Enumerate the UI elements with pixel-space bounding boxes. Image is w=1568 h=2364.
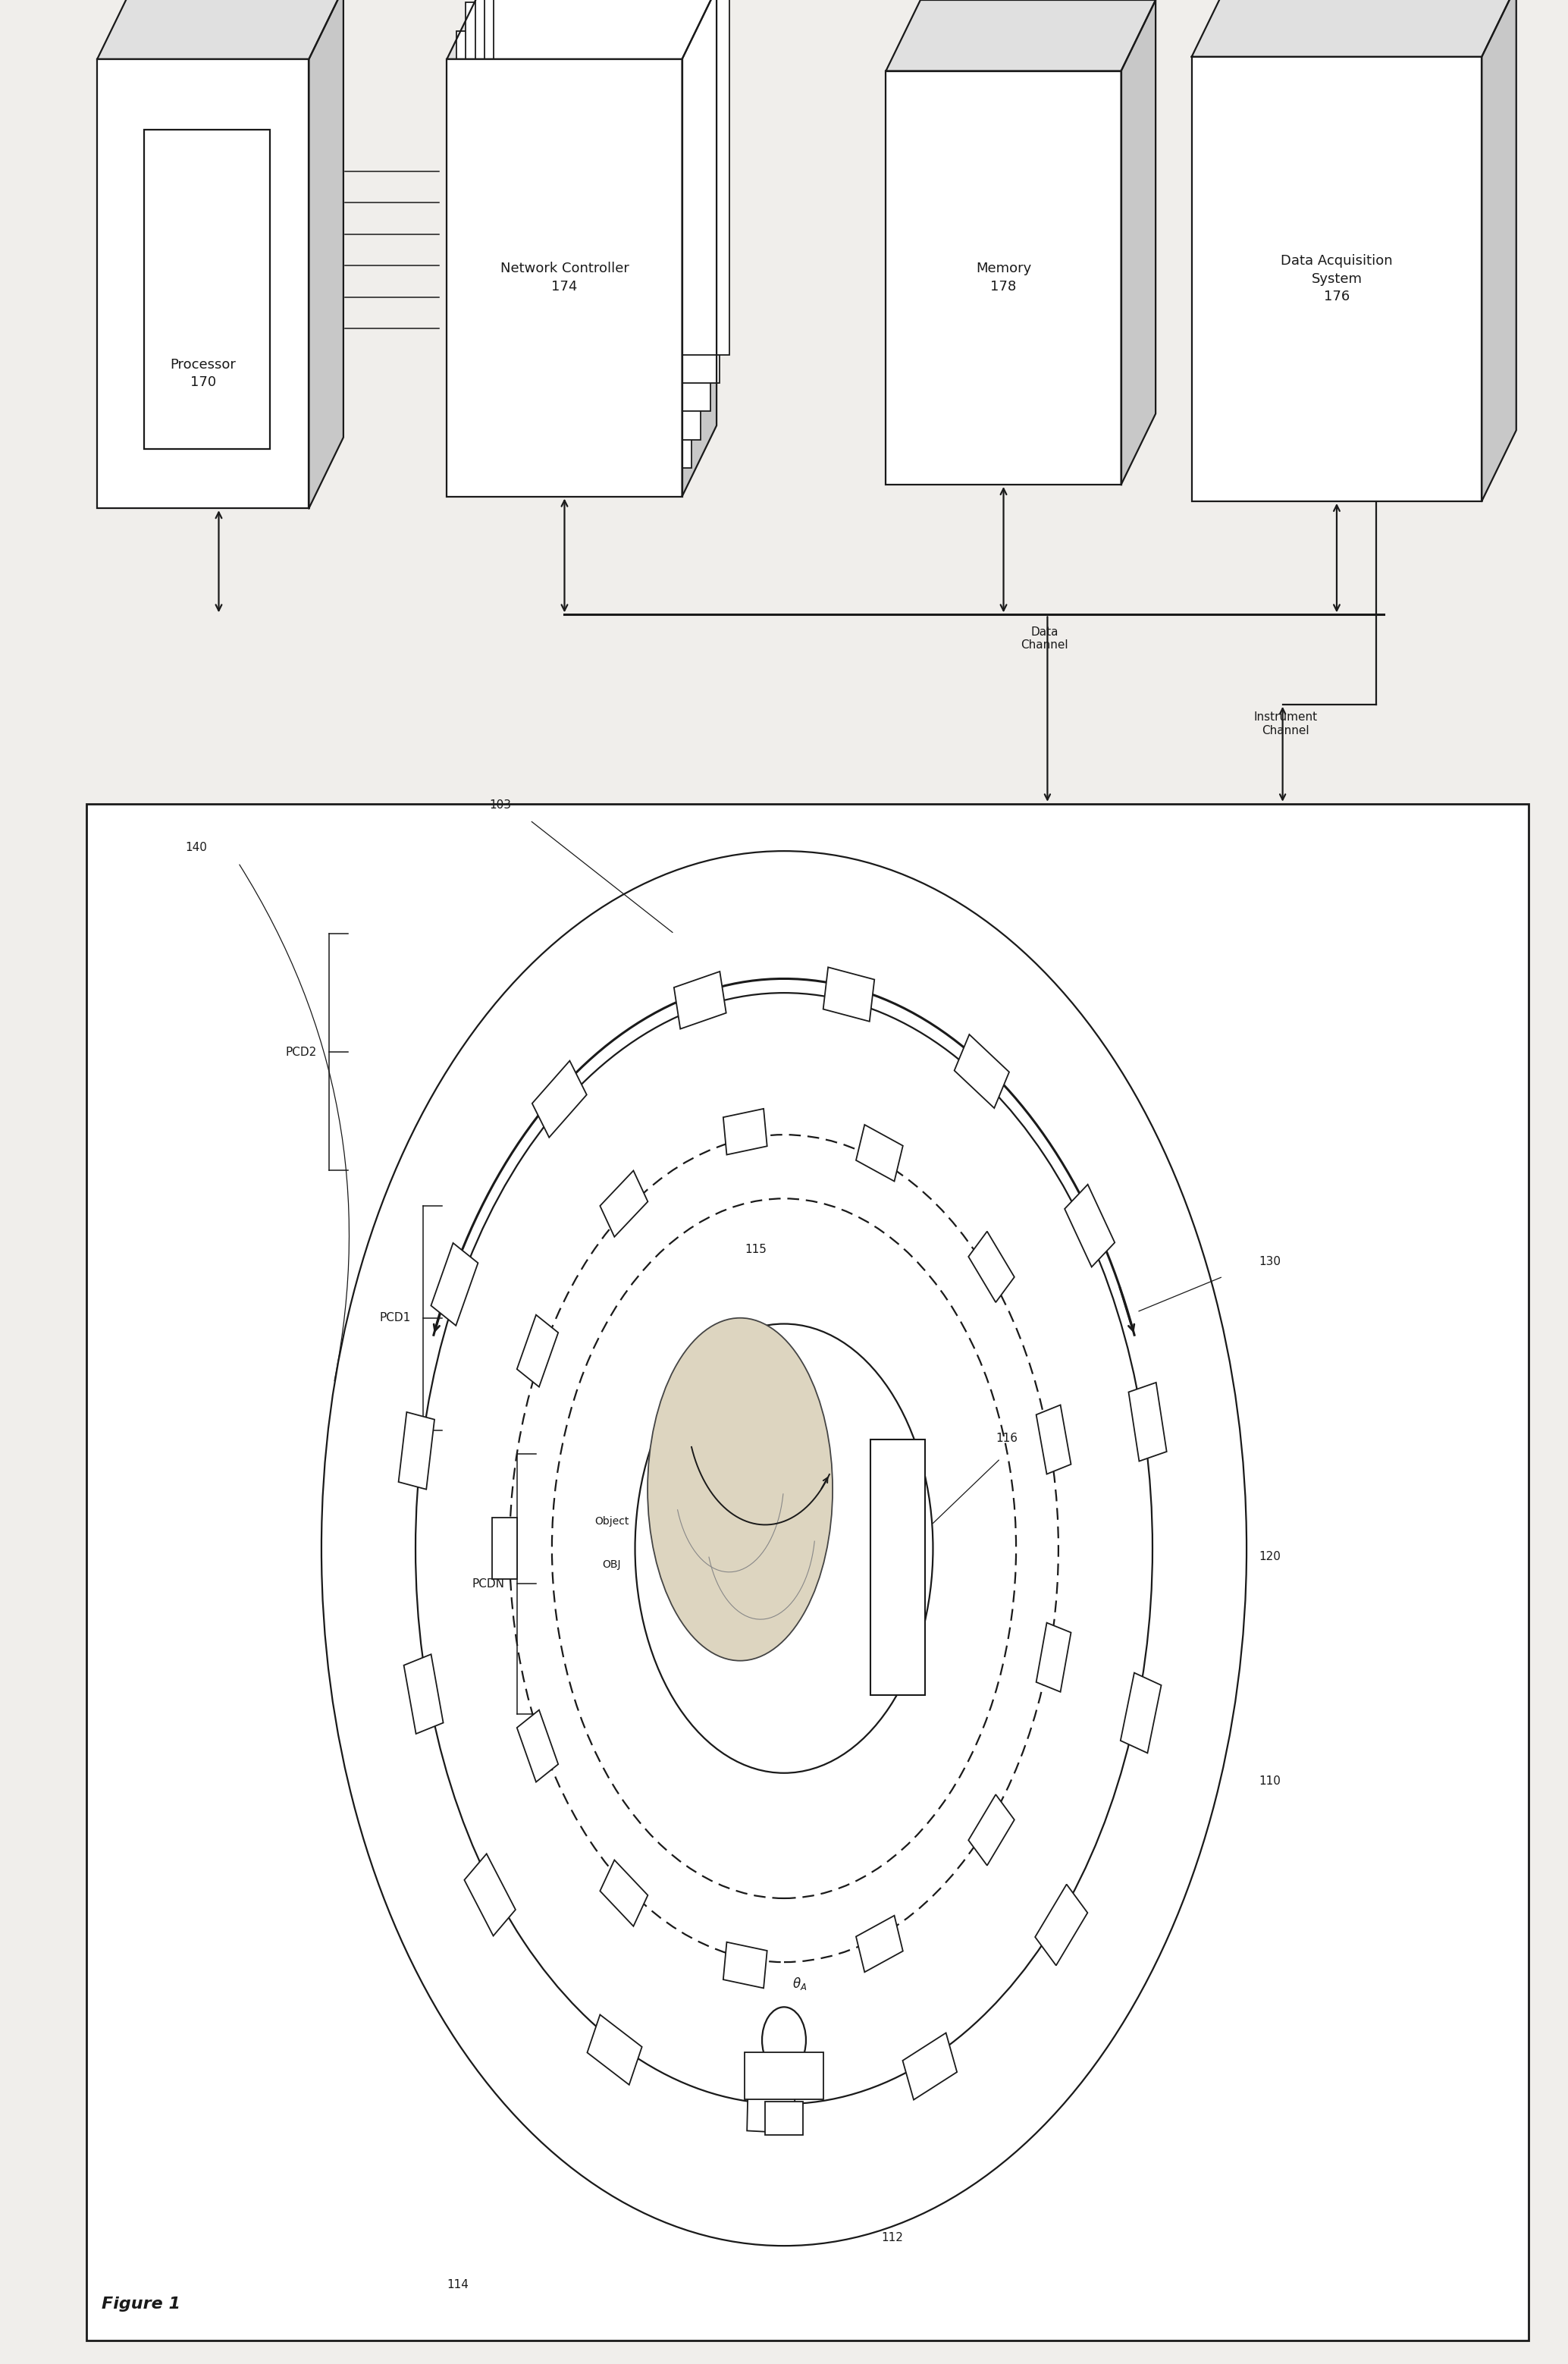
Polygon shape: [1065, 1184, 1115, 1267]
Text: Memory
178: Memory 178: [975, 262, 1032, 293]
Polygon shape: [723, 1943, 767, 1988]
Text: PCDN: PCDN: [472, 1579, 505, 1589]
Bar: [97, 59, 309, 508]
Text: 115: 115: [745, 1243, 767, 1255]
Polygon shape: [601, 1860, 648, 1927]
Text: OBJ: OBJ: [602, 1558, 621, 1570]
Polygon shape: [601, 1170, 648, 1236]
Polygon shape: [1129, 1383, 1167, 1461]
Bar: [456, 31, 691, 468]
Polygon shape: [856, 1915, 903, 1972]
Text: 112: 112: [881, 2232, 903, 2243]
Polygon shape: [1192, 0, 1516, 57]
Bar: [1192, 57, 1482, 501]
Polygon shape: [1036, 1622, 1071, 1693]
Bar: [485, 0, 720, 383]
Polygon shape: [682, 0, 717, 496]
Polygon shape: [309, 0, 343, 508]
Bar: [886, 71, 1121, 485]
Polygon shape: [398, 1411, 434, 1489]
Polygon shape: [674, 972, 726, 1028]
Bar: [447, 59, 682, 496]
Text: Network Controller
174: Network Controller 174: [500, 262, 629, 293]
Bar: [86, 804, 1529, 2340]
Polygon shape: [903, 2033, 956, 2099]
Text: Data
Channel: Data Channel: [1021, 626, 1068, 650]
Text: Data Acquisition
System
176: Data Acquisition System 176: [1281, 255, 1392, 303]
Text: Object: Object: [594, 1515, 629, 1527]
Bar: [870, 1440, 925, 1695]
Text: 140: 140: [185, 842, 207, 853]
Text: 116: 116: [996, 1433, 1018, 1444]
Text: Instrument
Channel: Instrument Channel: [1254, 712, 1317, 735]
Polygon shape: [464, 1853, 516, 1936]
Polygon shape: [517, 1314, 558, 1388]
Polygon shape: [517, 1709, 558, 1782]
Polygon shape: [823, 967, 875, 1021]
Text: PCD1: PCD1: [379, 1312, 411, 1324]
Text: Figure 1: Figure 1: [102, 2298, 180, 2312]
Ellipse shape: [648, 1319, 833, 1660]
Polygon shape: [586, 2014, 641, 2085]
Bar: [745, 2052, 823, 2099]
Bar: [144, 130, 270, 449]
Polygon shape: [955, 1035, 1010, 1109]
Text: 120: 120: [1259, 1551, 1281, 1563]
Polygon shape: [492, 1518, 517, 1579]
Polygon shape: [405, 1655, 444, 1733]
Text: 103: 103: [489, 799, 511, 811]
Polygon shape: [532, 1061, 586, 1137]
Bar: [466, 2, 701, 440]
Bar: [494, 0, 729, 355]
Polygon shape: [969, 1232, 1014, 1303]
Polygon shape: [1036, 1404, 1071, 1475]
Text: 114: 114: [447, 2279, 469, 2291]
Text: 130: 130: [1259, 1255, 1281, 1267]
Polygon shape: [97, 0, 343, 59]
Text: 110: 110: [1259, 1775, 1281, 1787]
Text: Processor
170: Processor 170: [169, 357, 237, 390]
Polygon shape: [431, 1243, 478, 1326]
Polygon shape: [746, 2087, 795, 2132]
Polygon shape: [1121, 0, 1156, 485]
Bar: [765, 2102, 803, 2135]
Bar: [475, 0, 710, 411]
Polygon shape: [1482, 0, 1516, 501]
Polygon shape: [447, 0, 717, 59]
Polygon shape: [886, 0, 1156, 71]
Text: PCD2: PCD2: [285, 1047, 317, 1057]
Polygon shape: [723, 1109, 767, 1154]
Text: $\theta_A$: $\theta_A$: [792, 1976, 808, 1993]
Polygon shape: [969, 1794, 1014, 1865]
Polygon shape: [1035, 1884, 1088, 1964]
Polygon shape: [1121, 1674, 1162, 1754]
Polygon shape: [856, 1125, 903, 1182]
